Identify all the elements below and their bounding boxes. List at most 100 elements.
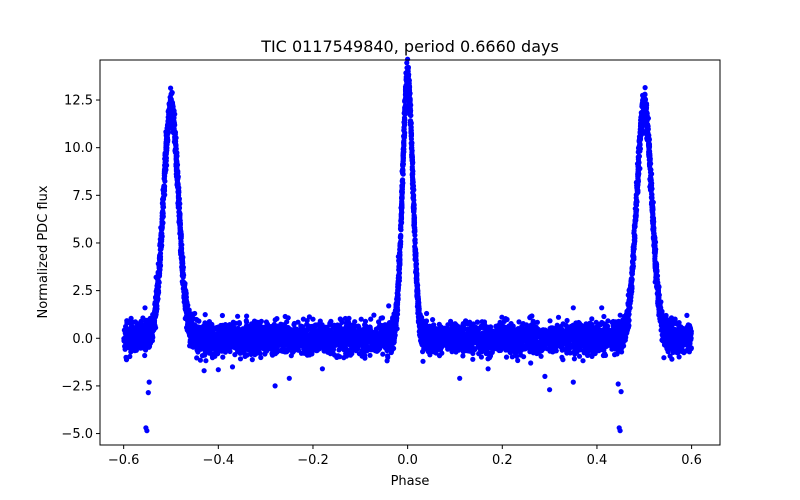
data-point xyxy=(538,353,544,359)
data-point xyxy=(300,316,306,322)
data-point xyxy=(520,321,526,327)
data-point xyxy=(570,327,576,333)
data-point xyxy=(212,331,218,337)
data-point xyxy=(279,330,285,336)
data-point xyxy=(270,328,277,334)
data-point xyxy=(249,357,255,363)
data-point xyxy=(204,322,210,329)
data-point xyxy=(128,315,134,321)
data-point xyxy=(319,329,325,335)
data-point xyxy=(203,358,209,364)
data-point xyxy=(504,316,510,323)
data-point xyxy=(607,342,613,348)
data-point xyxy=(576,344,582,350)
data-point xyxy=(235,325,241,331)
data-point xyxy=(327,320,333,326)
data-point xyxy=(436,353,443,359)
data-point xyxy=(577,338,583,344)
data-point xyxy=(514,344,521,350)
data-point xyxy=(564,317,570,324)
data-point xyxy=(304,348,311,354)
data-point xyxy=(362,322,368,328)
data-point xyxy=(232,352,238,358)
data-point xyxy=(475,319,481,325)
data-point xyxy=(362,352,368,358)
data-point xyxy=(502,329,508,335)
data-point xyxy=(215,351,221,357)
data-point xyxy=(238,349,244,355)
data-point xyxy=(610,318,616,325)
data-point xyxy=(478,354,484,360)
data-point xyxy=(358,316,364,322)
data-point xyxy=(502,343,508,349)
data-point xyxy=(580,358,586,364)
data-point xyxy=(380,334,386,340)
data-point xyxy=(436,321,442,327)
data-point xyxy=(227,322,233,328)
data-point xyxy=(260,345,266,351)
data-point xyxy=(456,347,462,353)
data-point xyxy=(347,323,353,329)
data-point xyxy=(350,347,356,353)
data-point xyxy=(483,342,489,348)
data-point xyxy=(309,351,315,357)
data-point xyxy=(493,323,499,329)
data-point xyxy=(235,313,241,319)
data-point xyxy=(515,357,521,364)
data-point xyxy=(506,338,512,345)
data-point xyxy=(508,346,514,352)
data-point xyxy=(609,346,615,352)
data-point xyxy=(272,317,278,323)
data-point xyxy=(122,346,128,352)
data-point xyxy=(243,318,249,324)
data-point xyxy=(587,335,593,341)
data-point xyxy=(470,356,476,362)
data-point xyxy=(600,352,607,359)
data-point xyxy=(138,318,144,324)
data-point xyxy=(367,352,373,358)
data-point xyxy=(509,342,515,348)
data-point xyxy=(497,336,503,342)
data-point xyxy=(356,351,362,357)
data-point xyxy=(354,345,360,351)
data-point xyxy=(377,339,383,345)
data-point xyxy=(244,352,250,358)
data-point xyxy=(213,346,219,352)
data-point xyxy=(127,353,133,360)
data-point xyxy=(449,349,455,355)
data-point xyxy=(432,326,438,332)
data-point xyxy=(449,324,455,330)
data-point xyxy=(582,322,589,328)
data-point xyxy=(237,356,244,362)
data-point xyxy=(471,332,477,338)
data-point xyxy=(426,326,432,332)
data-point xyxy=(428,341,434,347)
data-point xyxy=(142,352,148,359)
data-point xyxy=(510,323,516,329)
data-point xyxy=(551,330,557,336)
data-point xyxy=(132,319,138,325)
data-point xyxy=(376,319,382,325)
data-point xyxy=(476,326,482,332)
data-point xyxy=(609,327,615,333)
data-point xyxy=(218,329,224,335)
data-point xyxy=(219,323,225,329)
data-point xyxy=(319,322,325,328)
data-point xyxy=(341,355,347,361)
data-point xyxy=(524,326,531,332)
data-point xyxy=(672,339,678,345)
data-point xyxy=(375,343,382,349)
data-point xyxy=(367,326,373,333)
data-point xyxy=(606,330,612,336)
data-point xyxy=(427,331,433,337)
data-point xyxy=(456,326,462,332)
data-point xyxy=(219,312,225,319)
data-point xyxy=(547,318,553,324)
data-point xyxy=(385,354,391,360)
data-point xyxy=(212,341,218,347)
data-point xyxy=(518,352,524,358)
data-point xyxy=(235,332,241,338)
data-point xyxy=(376,335,382,341)
data-point xyxy=(130,337,136,343)
